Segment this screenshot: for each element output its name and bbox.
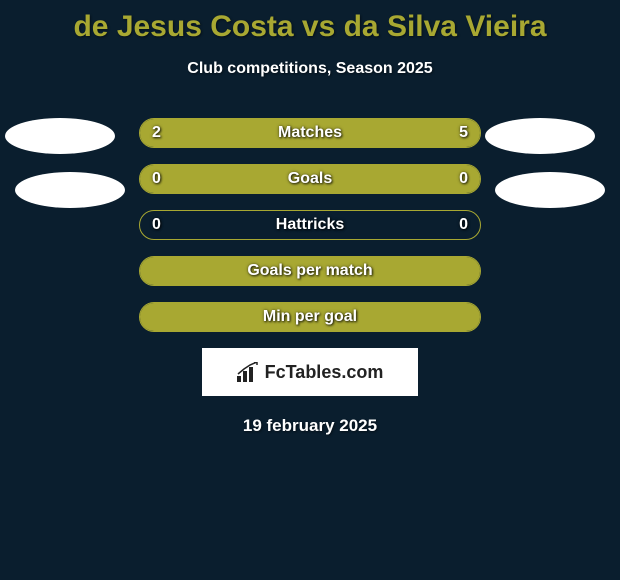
stat-label: Goals bbox=[288, 170, 332, 188]
stat-label: Goals per match bbox=[247, 262, 372, 280]
logo-box: FcTables.com bbox=[202, 348, 418, 396]
stat-value-right: 0 bbox=[459, 170, 468, 188]
player-placeholder bbox=[15, 172, 125, 208]
page-title: de Jesus Costa vs da Silva Vieira bbox=[0, 0, 620, 44]
subtitle: Club competitions, Season 2025 bbox=[0, 60, 620, 78]
stat-value-left: 0 bbox=[152, 170, 161, 188]
stat-value-right: 5 bbox=[459, 124, 468, 142]
comparison-infographic: de Jesus Costa vs da Silva Vieira Club c… bbox=[0, 0, 620, 580]
logo-text: FcTables.com bbox=[265, 362, 384, 383]
stat-row: Goals per match bbox=[139, 256, 481, 286]
player-placeholder bbox=[485, 118, 595, 154]
stat-label: Matches bbox=[278, 124, 342, 142]
stat-fill-right bbox=[237, 119, 480, 147]
stat-value-left: 2 bbox=[152, 124, 161, 142]
stat-row: 2 5 Matches bbox=[139, 118, 481, 148]
stat-row: 0 0 Goals bbox=[139, 164, 481, 194]
stat-label: Min per goal bbox=[263, 308, 357, 326]
stat-row: 0 0 Hattricks bbox=[139, 210, 481, 240]
stat-label: Hattricks bbox=[276, 216, 344, 234]
logo: FcTables.com bbox=[237, 362, 384, 383]
stat-row: Min per goal bbox=[139, 302, 481, 332]
chart-area: 2 5 Matches 0 0 Goals 0 0 Hattricks Goals per mat… bbox=[0, 118, 620, 436]
player-placeholder bbox=[495, 172, 605, 208]
player-placeholder bbox=[5, 118, 115, 154]
stat-value-left: 0 bbox=[152, 216, 161, 234]
bar-chart-icon bbox=[237, 362, 259, 382]
stat-value-right: 0 bbox=[459, 216, 468, 234]
date-label: 19 february 2025 bbox=[0, 416, 620, 436]
